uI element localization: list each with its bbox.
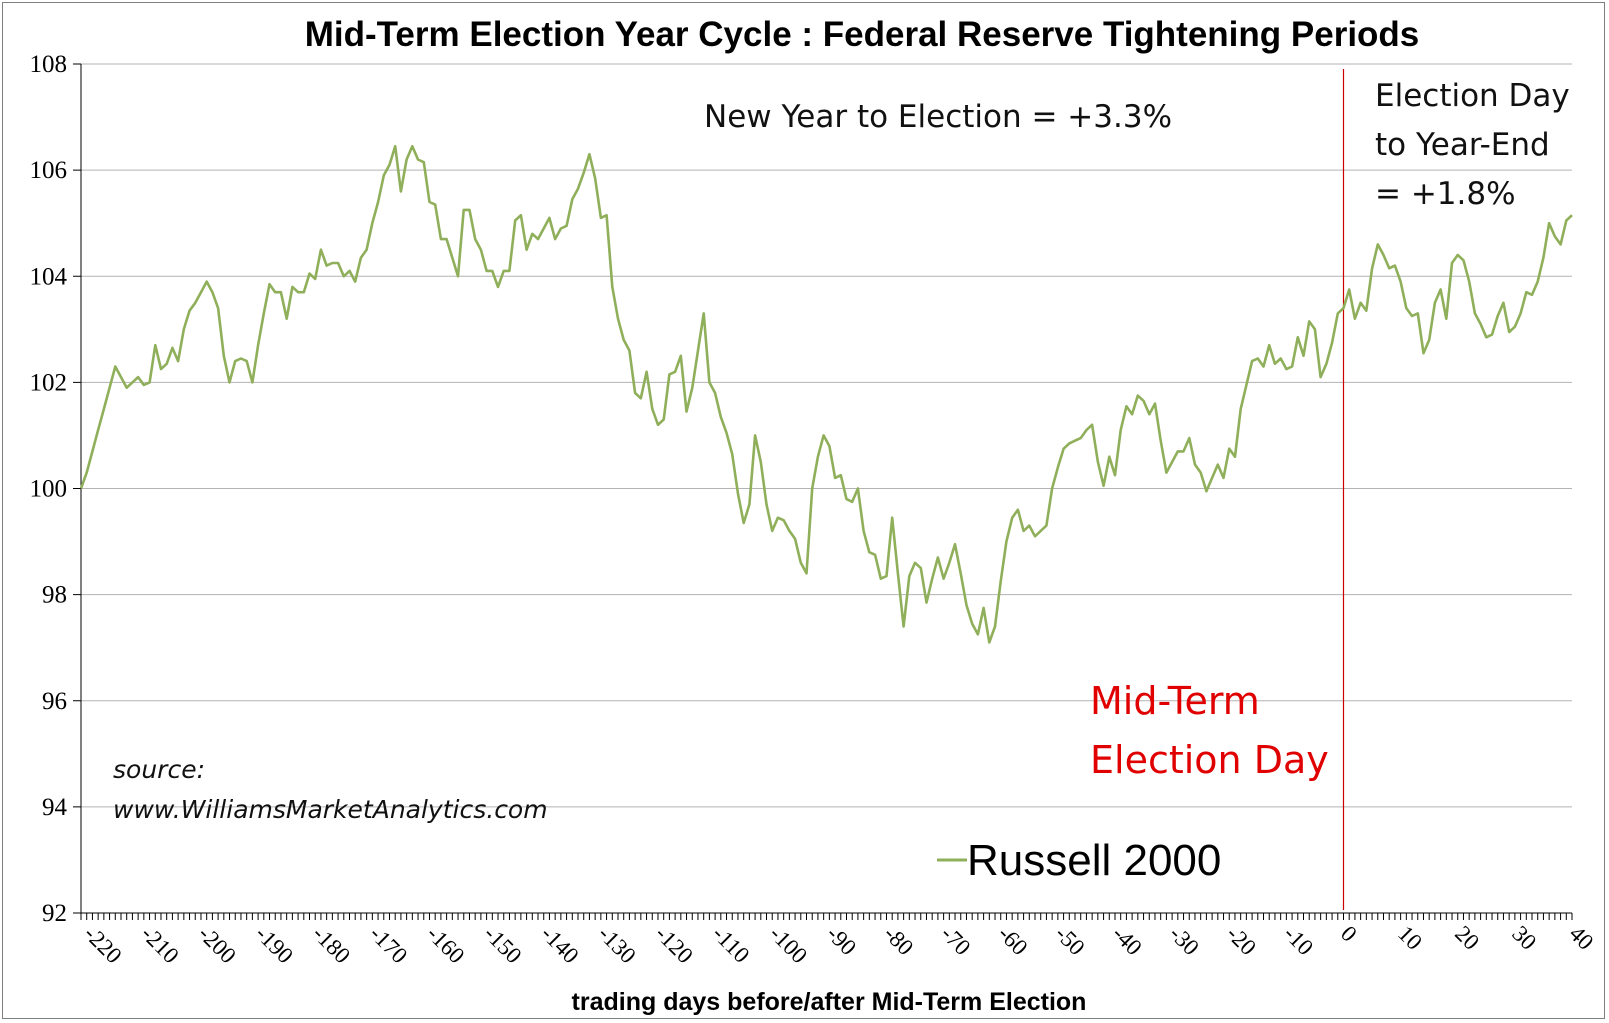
x-tick-label--220: -220: [79, 921, 126, 968]
x-tick-label--180: -180: [308, 921, 355, 968]
x-tick-label-20: 20: [1450, 921, 1484, 955]
annotation-new-year-to-election: New Year to Election = +3.3%: [704, 99, 1172, 135]
x-tick-label--20: -20: [1222, 921, 1261, 960]
y-tick-label-104: 104: [30, 263, 68, 290]
x-tick-label--130: -130: [593, 921, 640, 968]
x-tick-label--10: -10: [1279, 921, 1318, 960]
x-tick-label--200: -200: [193, 921, 240, 968]
x-tick-label--100: -100: [765, 921, 812, 968]
x-tick-label--70: -70: [936, 921, 975, 960]
annotation-election-day-line1: Election Day: [1375, 78, 1570, 114]
x-tick-label-10: 10: [1393, 921, 1427, 955]
x-tick-label--50: -50: [1050, 921, 1089, 960]
x-tick-label--210: -210: [136, 921, 183, 968]
x-axis-label: trading days before/after Mid-Term Elect…: [572, 988, 1087, 1016]
x-tick-label--190: -190: [251, 921, 298, 968]
annotation-source-line1: source:: [113, 755, 205, 784]
x-tick-label--30: -30: [1165, 921, 1204, 960]
series-layer: [79, 144, 1573, 644]
annotation-midterm-line2: Election Day: [1090, 738, 1329, 782]
annotation-source-line2: www.WilliamsMarketAnalytics.com: [113, 795, 548, 824]
chart-title: Mid-Term Election Year Cycle : Federal R…: [305, 15, 1420, 54]
y-tick-label-96: 96: [42, 688, 67, 715]
x-tick-label--90: -90: [822, 921, 861, 960]
annotation-election-day-line3: = +1.8%: [1375, 176, 1516, 212]
x-tick-label--150: -150: [479, 921, 526, 968]
gridlines: [81, 63, 1572, 808]
x-tick-label-30: 30: [1507, 921, 1541, 955]
annotation-midterm-line1: Mid-Term: [1090, 679, 1260, 723]
y-tick-label-100: 100: [30, 476, 68, 503]
y-tick-label-94: 94: [42, 794, 68, 821]
axes: [73, 63, 1573, 920]
y-tick-label-102: 102: [30, 369, 68, 396]
y-tick-labels: 92 94 96 98 100 102 104 106 108: [30, 51, 68, 927]
x-tick-label--170: -170: [365, 921, 412, 968]
x-tick-label--140: -140: [536, 921, 583, 968]
x-tick-label--160: -160: [422, 921, 469, 968]
y-tick-label-98: 98: [42, 582, 67, 609]
x-tick-label--40: -40: [1107, 921, 1146, 960]
x-tick-label--110: -110: [708, 921, 755, 968]
x-tick-label--80: -80: [879, 921, 918, 960]
x-tick-label--120: -120: [650, 921, 697, 968]
y-tick-label-106: 106: [30, 157, 68, 184]
x-tick-label-0: 0: [1336, 921, 1362, 947]
y-tick-label-108: 108: [30, 51, 68, 78]
y-tick-label-92: 92: [42, 900, 67, 927]
x-tick-label-40: 40: [1564, 921, 1598, 955]
series-line-russell-2000: [79, 144, 1573, 644]
annotation-election-day-line2: to Year-End: [1375, 127, 1550, 163]
x-tick-labels: -220 -210 -200 -190 -180 -170 -160 -150 -140 -130…: [79, 921, 1598, 968]
x-tick-label--60: -60: [993, 921, 1032, 960]
legend-label: Russell 2000: [967, 836, 1221, 885]
